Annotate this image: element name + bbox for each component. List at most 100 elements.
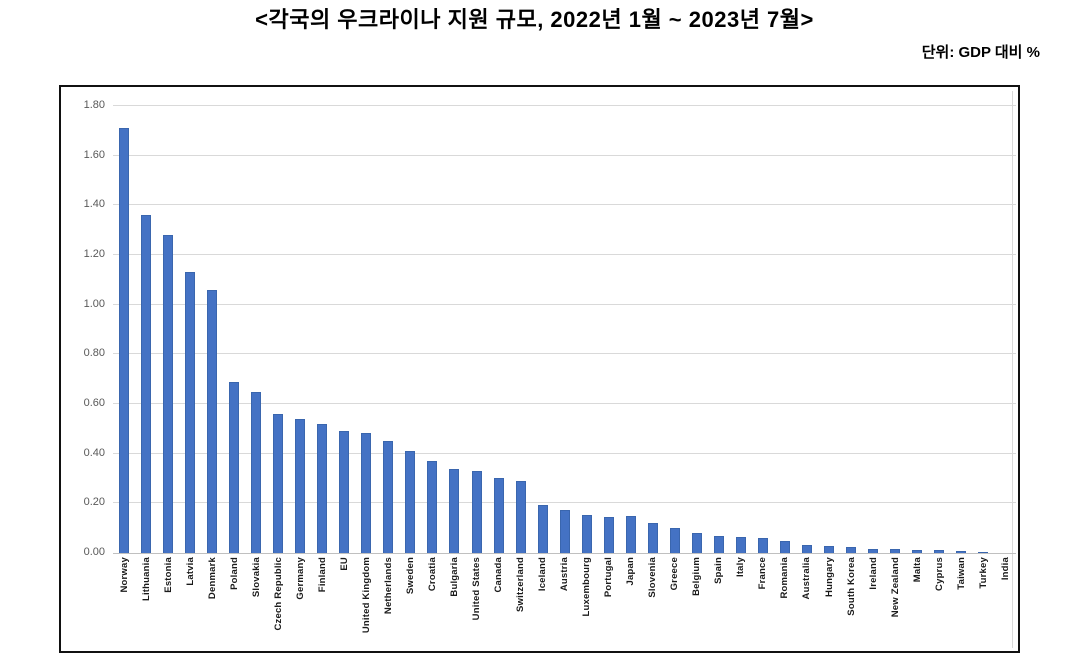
- gridline: [113, 303, 1016, 305]
- bar-slot: [179, 106, 201, 553]
- bar-slot: [245, 106, 267, 553]
- x-axis-label: Spain: [713, 557, 725, 584]
- page-title: <각국의 우크라이나 지원 규모, 2022년 1월 ~ 2023년 7월>: [255, 7, 814, 32]
- x-label-slot: India: [994, 553, 1016, 652]
- bar-cyprus: [934, 550, 945, 553]
- x-label-slot: Norway: [113, 553, 135, 652]
- x-axis-label: Iceland: [537, 557, 549, 592]
- x-label-slot: Belgium: [686, 553, 708, 652]
- bar-hungary: [824, 546, 835, 553]
- bar-slot: [928, 106, 950, 553]
- x-label-slot: Netherlands: [377, 553, 399, 652]
- gridline: [113, 353, 1016, 355]
- bar-france: [757, 538, 768, 553]
- x-axis-label: Italy: [735, 557, 747, 578]
- bar-switzerland: [515, 481, 526, 553]
- x-axis-label: Croatia: [426, 557, 438, 592]
- y-tick-label: 0.40: [83, 446, 105, 459]
- plot-area: [113, 105, 1016, 554]
- bar-denmark: [207, 290, 218, 553]
- x-axis-label: Norway: [118, 557, 130, 593]
- x-label-slot: Japan: [620, 553, 642, 652]
- x-label-slot: Sweden: [399, 553, 421, 652]
- x-label-slot: Ireland: [862, 553, 884, 652]
- x-axis-label: Portugal: [603, 557, 615, 598]
- bar-slot: [862, 106, 884, 553]
- x-axis-label: Denmark: [206, 557, 218, 600]
- x-axis-label: Poland: [228, 557, 240, 590]
- x-label-slot: Romania: [774, 553, 796, 652]
- y-tick-label: 1.20: [83, 248, 105, 260]
- x-axis-label: Czech Republic: [272, 557, 284, 631]
- bar-slot: [267, 106, 289, 553]
- x-axis-label: United Kingdom: [360, 557, 372, 634]
- x-axis-label: Lithuania: [140, 557, 152, 602]
- x-axis-label: Switzerland: [515, 557, 527, 612]
- bar-slot: [443, 106, 465, 553]
- bar-slot: [752, 106, 774, 553]
- bar-iceland: [537, 505, 548, 553]
- bar-slovenia: [647, 523, 658, 553]
- bar-slot: [554, 106, 576, 553]
- x-label-slot: Canada: [488, 553, 510, 652]
- bar-bulgaria: [449, 469, 460, 553]
- gridline: [113, 452, 1016, 454]
- x-label-slot: Latvia: [179, 553, 201, 652]
- bar-slot: [686, 106, 708, 553]
- bar-slot: [289, 106, 311, 553]
- x-axis-label: Austria: [559, 557, 571, 592]
- bar-taiwan: [956, 551, 967, 553]
- bar-italy: [735, 537, 746, 553]
- bar-finland: [317, 424, 328, 553]
- x-axis-label: Finland: [316, 557, 328, 593]
- bar-romania: [779, 541, 790, 553]
- bar-austria: [559, 510, 570, 553]
- x-axis-label: EU: [338, 557, 350, 571]
- x-axis-label: Sweden: [404, 557, 416, 595]
- x-label-slot: Australia: [796, 553, 818, 652]
- y-tick-label: 1.00: [83, 297, 105, 310]
- bar-belgium: [691, 533, 702, 553]
- bar-sweden: [405, 451, 416, 553]
- x-axis-label: Taiwan: [955, 557, 967, 590]
- x-label-slot: Poland: [223, 553, 245, 652]
- bar-czech-republic: [273, 414, 284, 553]
- bar-slot: [730, 106, 752, 553]
- bar-lithuania: [141, 215, 152, 553]
- bar-japan: [625, 516, 636, 553]
- bar-slot: [532, 106, 554, 553]
- y-tick-label: 0.60: [83, 397, 105, 409]
- x-label-slot: Hungary: [818, 553, 840, 652]
- gridline: [113, 254, 1016, 255]
- x-axis-label: New Zealand: [889, 557, 901, 618]
- bar-slot: [950, 106, 972, 553]
- gridline: [113, 204, 1016, 206]
- x-label-slot: Turkey: [972, 553, 994, 652]
- x-label-slot: Spain: [708, 553, 730, 652]
- x-axis-label: Bulgaria: [448, 557, 460, 597]
- x-axis-label: Romania: [779, 557, 791, 599]
- y-tick-label: 0.20: [83, 496, 105, 509]
- x-label-slot: South Korea: [840, 553, 862, 652]
- bar-spain: [713, 536, 724, 553]
- bar-poland: [229, 382, 240, 553]
- bar-portugal: [603, 517, 614, 553]
- bar-slot: [906, 106, 928, 553]
- bar-slot: [377, 106, 399, 553]
- bar-slot: [708, 106, 730, 553]
- x-axis-labels: Norway Lithuania Estonia Latvia Denmark Polan…: [113, 553, 1016, 652]
- bar-slot: [972, 106, 994, 553]
- unit-label: 단위: GDP 대비 %: [921, 44, 1040, 61]
- bar-slot: [774, 106, 796, 553]
- bar-slot: [620, 106, 642, 553]
- bar-slot: [994, 106, 1016, 553]
- x-label-slot: Lithuania: [135, 553, 157, 652]
- y-tick-label: 1.60: [83, 148, 105, 161]
- x-axis-label: Greece: [669, 557, 681, 591]
- x-label-slot: Germany: [289, 553, 311, 652]
- bar-canada: [493, 478, 504, 553]
- x-axis-label: Slovenia: [647, 557, 659, 598]
- bar-united-kingdom: [361, 433, 372, 553]
- x-label-slot: Taiwan: [950, 553, 972, 652]
- bar-slot: [884, 106, 906, 553]
